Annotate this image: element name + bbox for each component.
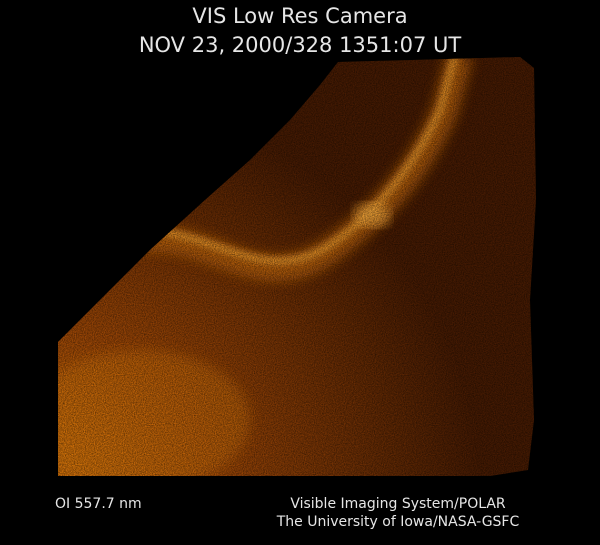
- image-title: VIS Low Res Camera: [192, 4, 407, 28]
- timestamp: NOV 23, 2000/328 1351:07 UT: [139, 33, 462, 57]
- credit-line: The University of Iowa/NASA-GSFC: [276, 514, 520, 530]
- credit-line: Visible Imaging System/POLAR: [290, 496, 506, 512]
- filter-label: OI 557.7 nm: [55, 496, 142, 512]
